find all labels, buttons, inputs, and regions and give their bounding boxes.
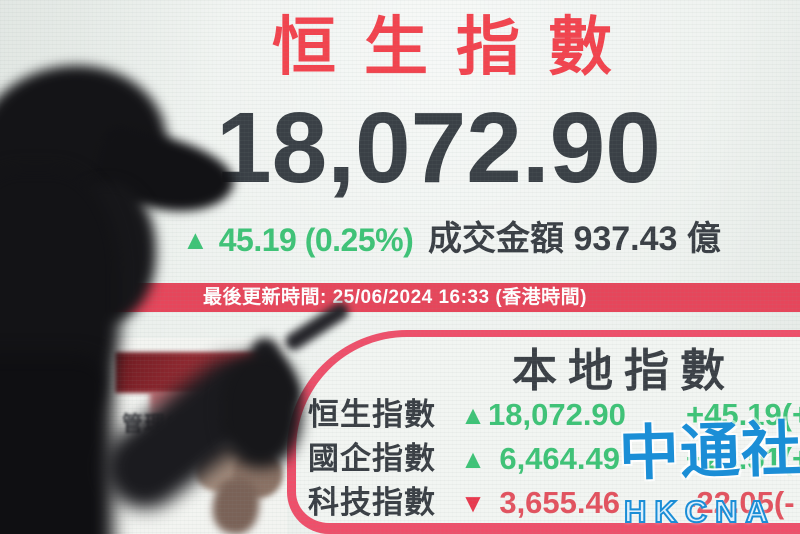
local-indices-header: 本地指數: [512, 345, 737, 396]
person-hand: [220, 352, 302, 468]
index-main-value: 18,072.90: [216, 92, 661, 204]
turnover-text: 成交金額 937.43 億: [428, 220, 721, 258]
index-value: 6,464.49: [499, 441, 620, 476]
index-value: 18,072.90: [488, 397, 626, 432]
up-triangle-icon: ▲: [460, 444, 486, 474]
index-change-value: 45.19 (0.25%): [218, 222, 414, 258]
update-time-text: 最後更新時間: 25/06/2024 16:33 (香港時間): [203, 287, 588, 308]
up-triangle-icon: ▲: [182, 225, 209, 255]
index-value: 3,655.46: [499, 485, 620, 520]
board-title: 恒生指數: [272, 11, 640, 83]
index-change-line: ▲ 45.19 (0.25%): [182, 222, 414, 258]
up-triangle-icon: ▲: [460, 400, 486, 430]
watermark-latin: HKCNA: [623, 494, 776, 529]
person-body: [0, 355, 113, 534]
watermark-chinese: 中通社: [618, 415, 800, 488]
index-label: 國企指數: [308, 441, 436, 476]
index-label: 科技指數: [308, 485, 436, 520]
down-triangle-icon: ▼: [460, 488, 486, 518]
update-time-banner: 最後更新時間: 25/06/2024 16:33 (香港時間): [85, 283, 800, 312]
index-label: 恒生指數: [308, 397, 436, 432]
